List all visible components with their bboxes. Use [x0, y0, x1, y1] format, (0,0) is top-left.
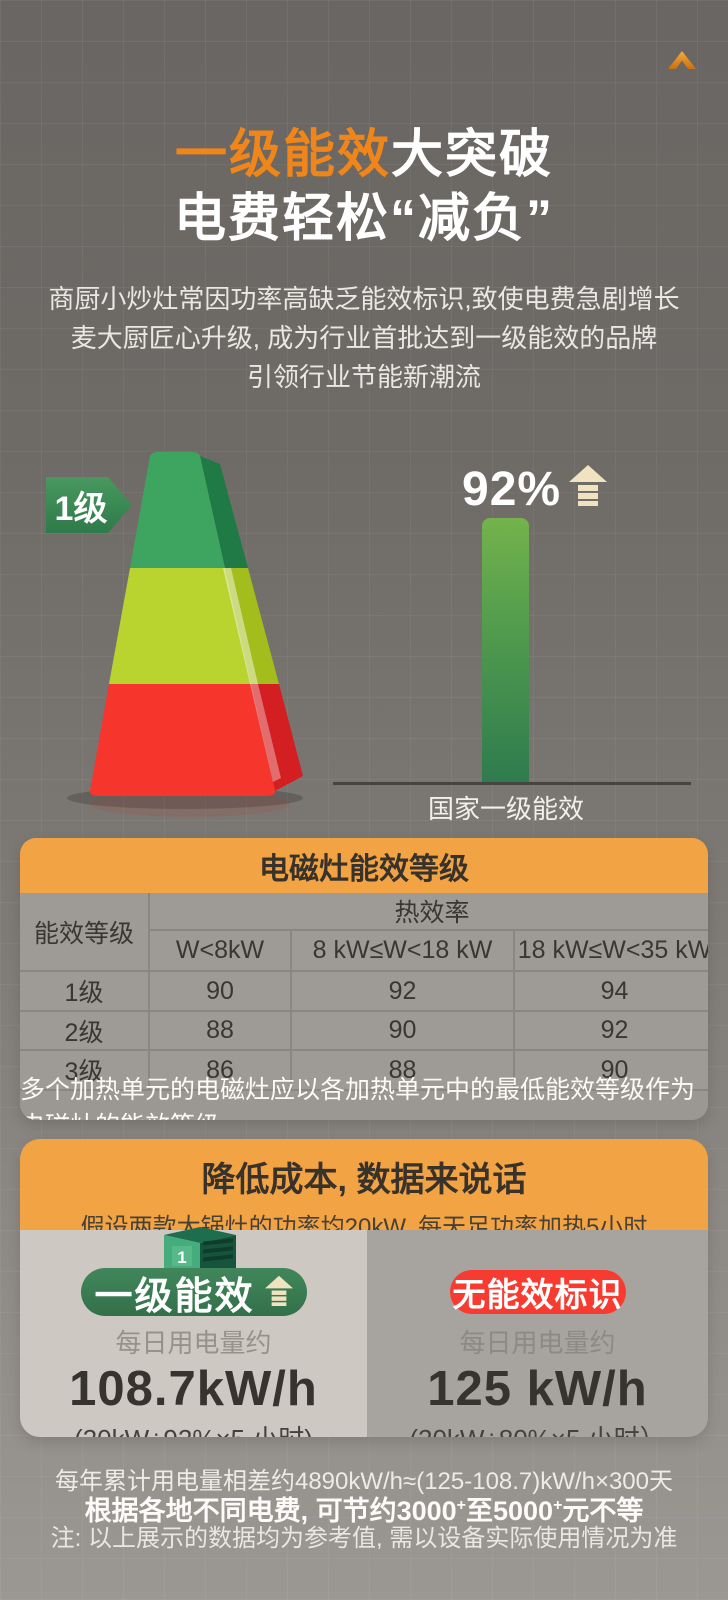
table-col-header: 18 kW≤W<35 kW: [515, 931, 708, 970]
table-group-header: 热效率: [150, 893, 708, 929]
chart-baseline: [333, 782, 691, 785]
usage-formula: (20kW÷80%×5 小时）: [409, 1419, 665, 1437]
desc-line: 引领行业节能新潮流: [246, 362, 481, 392]
table-cell: 86: [150, 1051, 290, 1089]
table-cell: 92: [515, 1012, 708, 1049]
savings-text: 至5000: [466, 1496, 554, 1526]
daily-usage-caption: 每日用电量约: [115, 1328, 272, 1358]
efficiency-table: 能效等级 热效率 W<8kW 8 kW≤W<18 kW 18 kW≤W<35 k…: [20, 893, 708, 1120]
chevron-up-icon[interactable]: [664, 46, 700, 74]
cost-card-title: 降低成本, 数据来说话: [201, 1161, 527, 1199]
savings-note: 根据各地不同电费, 可节约3000+至5000+元不等: [0, 1489, 728, 1528]
table-cell: 92: [292, 972, 513, 1010]
savings-text: 根据各地不同电费, 可节约3000: [84, 1496, 457, 1526]
plus-sup: +: [456, 1497, 466, 1514]
table-cell: 88: [292, 1051, 513, 1089]
usage-formula: (20kW÷92%×5 小时): [74, 1419, 313, 1437]
disclaimer-note: 注: 以上展示的数据均为参考值, 需以设备实际使用情况为准: [50, 1525, 678, 1552]
efficiency-pyramid-graphic: [67, 452, 303, 817]
desc-line: 麦大厨匠心升级, 成为行业首批达到一级能效的品牌: [70, 323, 658, 353]
up-arrow-icon: [569, 465, 608, 506]
table-row-label: 2级: [20, 1012, 148, 1049]
desc-line: 商厨小炒灶常因功率高缺乏能效标识,致使电费急剧增长: [48, 284, 680, 314]
page-title: 一级能效大突破: [0, 126, 728, 184]
table-row-header: 能效等级: [20, 893, 148, 970]
table-col-header: 8 kW≤W<18 kW: [292, 931, 513, 970]
table-title: 电磁灶能效等级: [20, 838, 708, 893]
bar-category-label: 国家一级能效: [427, 794, 584, 824]
level-1-efficiency-pill: 一级能效: [80, 1268, 307, 1318]
level-1-badge: 1级: [46, 477, 132, 533]
table-cell: 94: [515, 972, 708, 1010]
efficiency-table-card: 电磁灶能效等级 能效等级 热效率 W<8kW 8 kW≤W<18 kW 18 k…: [20, 838, 708, 1120]
percent-text: 92%: [462, 463, 562, 516]
daily-usage-caption: 每日用电量约: [459, 1328, 616, 1358]
daily-usage-value: 125 kW/h: [427, 1362, 648, 1416]
table-cell: 90: [292, 1012, 513, 1049]
page-subtitle: 电费轻松“减负”: [173, 190, 554, 248]
table-footnote: 多个加热单元的电磁灶应以各加热单元中的最低能效等级作为电磁灶的能效等级: [20, 1076, 708, 1120]
title-highlight: 一级能效: [174, 126, 391, 184]
annual-difference-note: 每年累计用电量相差约4890kW/h≈(125-108.7)kW/h×300天: [54, 1468, 674, 1495]
plus-sup: +: [553, 1497, 563, 1514]
table-row-label: 3级: [20, 1051, 148, 1089]
table-col-header: W<8kW: [150, 931, 290, 970]
table-cell: 90: [515, 1051, 708, 1089]
title-rest: 大突破: [391, 126, 554, 184]
efficiency-bar: [482, 518, 529, 782]
table-row-label: 1级: [20, 972, 148, 1010]
savings-text: 元不等: [562, 1496, 644, 1526]
daily-usage-value: 108.7kW/h: [69, 1362, 318, 1416]
cost-comparison-card: 降低成本, 数据来说话 假设两款大锅灶的功率均20kW, 每天足功率加热5小时 …: [20, 1139, 708, 1437]
cooker-cube-icon: 1: [164, 1227, 236, 1276]
table-cell: 90: [150, 972, 290, 1010]
no-label-pill: 无能效标识: [449, 1270, 626, 1314]
pill-label: 一级能效: [94, 1275, 255, 1318]
cost-left-panel: 一级能效 每日用电量约 108.7kW/h (20kW÷92%×5 小时): [20, 1230, 367, 1437]
cost-card-header: 降低成本, 数据来说话 假设两款大锅灶的功率均20kW, 每天足功率加热5小时: [20, 1139, 708, 1241]
svg-text:1: 1: [177, 1248, 186, 1267]
up-arrow-icon: [264, 1275, 293, 1306]
bar-value-label: 92%: [462, 462, 608, 517]
table-cell: 88: [150, 1012, 290, 1049]
cost-right-panel: 无能效标识 每日用电量约 125 kW/h (20kW÷80%×5 小时）: [367, 1230, 708, 1437]
hero-description: 商厨小炒灶常因功率高缺乏能效标识,致使电费急剧增长 麦大厨匠心升级, 成为行业首…: [0, 280, 728, 397]
